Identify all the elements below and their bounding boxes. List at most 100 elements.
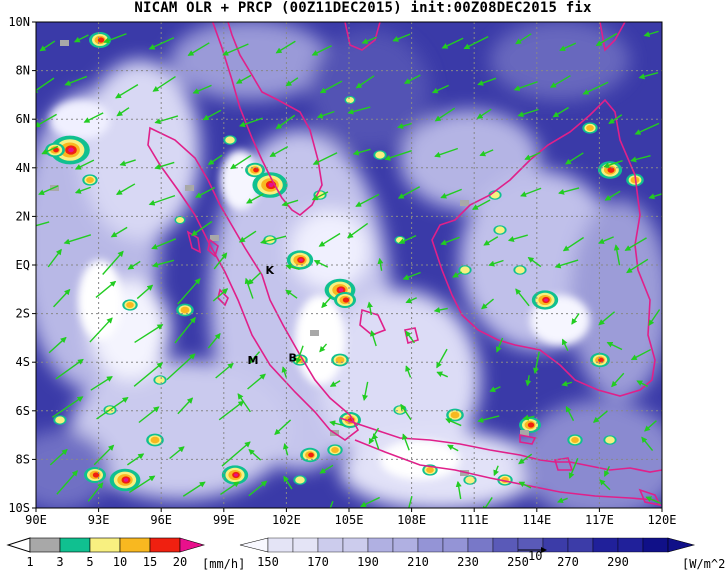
wind-arrow bbox=[151, 259, 175, 268]
wind-arrow bbox=[36, 113, 57, 128]
wind-arrow bbox=[110, 226, 128, 238]
wind-arrow bbox=[402, 271, 421, 281]
wind-arrow bbox=[638, 72, 659, 80]
wind-arrow bbox=[447, 444, 459, 452]
precip-cell bbox=[338, 288, 344, 292]
wind-arrow bbox=[476, 108, 492, 119]
wind-arrow bbox=[51, 396, 84, 418]
station-label-b: B bbox=[288, 351, 296, 364]
wind-arrow bbox=[282, 443, 289, 456]
precip-legend-swatch bbox=[59, 537, 91, 553]
lon-tick-label: 120E bbox=[648, 513, 677, 527]
wind-arrow bbox=[90, 376, 113, 391]
wind-arrow bbox=[377, 257, 384, 271]
wind-arrow bbox=[48, 336, 67, 354]
wind-arrow bbox=[154, 115, 179, 125]
precip-cell bbox=[495, 226, 505, 234]
wind-arrow bbox=[648, 309, 661, 327]
wind-arrow bbox=[624, 237, 647, 251]
olr-legend-swatch bbox=[292, 537, 319, 553]
wind-arrow bbox=[152, 76, 176, 92]
wind-arrow bbox=[564, 152, 584, 165]
wind-arrow bbox=[557, 497, 568, 504]
wind-arrow bbox=[220, 481, 240, 495]
wind-arrow bbox=[405, 330, 416, 344]
olr-legend-upper-arrow bbox=[667, 537, 696, 553]
wind-arrow bbox=[230, 154, 252, 170]
wind-arrow bbox=[207, 154, 223, 165]
wind-arrow bbox=[95, 280, 117, 298]
precip-legend-swatch bbox=[149, 537, 181, 553]
wind-arrow bbox=[191, 220, 213, 236]
olr-legend-swatch bbox=[642, 537, 669, 553]
precip-cell bbox=[571, 437, 579, 443]
wind-arrow bbox=[488, 259, 504, 267]
wind-arrow bbox=[598, 236, 614, 244]
lon-tick-label: 96E bbox=[150, 513, 172, 527]
wind-arrow bbox=[74, 159, 95, 170]
wind-arrow bbox=[518, 481, 532, 489]
java-south-coast bbox=[354, 439, 656, 501]
wind-arrow bbox=[55, 358, 84, 380]
wind-arrow bbox=[319, 80, 343, 94]
olr-legend-swatch bbox=[342, 537, 369, 553]
wind-arrow bbox=[562, 236, 585, 252]
wind-arrow bbox=[347, 106, 371, 115]
olr-legend-swatch bbox=[392, 537, 419, 553]
wind-arrow bbox=[440, 188, 462, 199]
wind-arrow bbox=[169, 446, 185, 460]
wind-arrow bbox=[606, 341, 623, 351]
bangka-island bbox=[359, 308, 387, 336]
wind-arrow bbox=[182, 481, 206, 497]
wind-arrow bbox=[38, 185, 59, 195]
lat-tick-label: 8S bbox=[16, 452, 30, 466]
coastlines bbox=[147, 22, 662, 507]
olr-field bbox=[36, 22, 662, 508]
wind-arrow bbox=[192, 84, 212, 94]
wind-arrow bbox=[134, 324, 164, 344]
lat-tick-label: 4N bbox=[16, 161, 30, 175]
wind-arrow bbox=[212, 288, 229, 302]
vector-reference-label: 10 bbox=[528, 549, 542, 563]
station-label-m: M bbox=[248, 354, 259, 367]
precip-cell bbox=[515, 266, 525, 274]
wind-arrow bbox=[319, 343, 328, 353]
wind-arrow bbox=[138, 406, 160, 424]
wind-arrow bbox=[311, 191, 329, 201]
lat-tick-label: 8N bbox=[16, 64, 30, 78]
wind-arrow bbox=[440, 236, 460, 246]
wind-arrow bbox=[641, 436, 654, 451]
lon-tick-label: 90E bbox=[25, 513, 47, 527]
vietnam-coast bbox=[599, 22, 626, 52]
lon-tick-label: 117E bbox=[585, 513, 614, 527]
wind-arrow bbox=[582, 81, 609, 95]
wind-arrow bbox=[568, 458, 579, 479]
wind-arrow bbox=[89, 317, 113, 343]
small-island-2 bbox=[207, 238, 219, 258]
wind-arrow bbox=[151, 238, 177, 250]
small-island-4 bbox=[519, 434, 537, 445]
olr-legend-swatch bbox=[367, 537, 394, 553]
wind-arrow bbox=[148, 194, 176, 206]
lon-tick-label: 108E bbox=[397, 513, 426, 527]
precip-cell bbox=[450, 411, 460, 419]
malay-peninsula-coast bbox=[211, 22, 323, 216]
wind-arrow bbox=[477, 77, 497, 86]
wind-arrow bbox=[398, 235, 417, 244]
wind-arrow bbox=[136, 284, 154, 300]
wind-arrow bbox=[517, 108, 539, 118]
wind-arrow bbox=[47, 248, 62, 268]
precip-legend-upper-arrow bbox=[179, 537, 206, 553]
olr-legend-swatch bbox=[317, 537, 344, 553]
precip-cell-light bbox=[185, 185, 194, 191]
wind-arrow bbox=[313, 259, 329, 268]
wind-arrow bbox=[133, 362, 164, 387]
precip-legend-label: 1 bbox=[26, 555, 33, 569]
wind-arrow bbox=[558, 187, 580, 195]
lat-tick-label: 10S bbox=[8, 501, 30, 515]
wind-arrow bbox=[525, 375, 532, 387]
precip-cell bbox=[295, 476, 305, 484]
precip-cell bbox=[180, 306, 190, 314]
precip-cell-light bbox=[210, 235, 219, 241]
